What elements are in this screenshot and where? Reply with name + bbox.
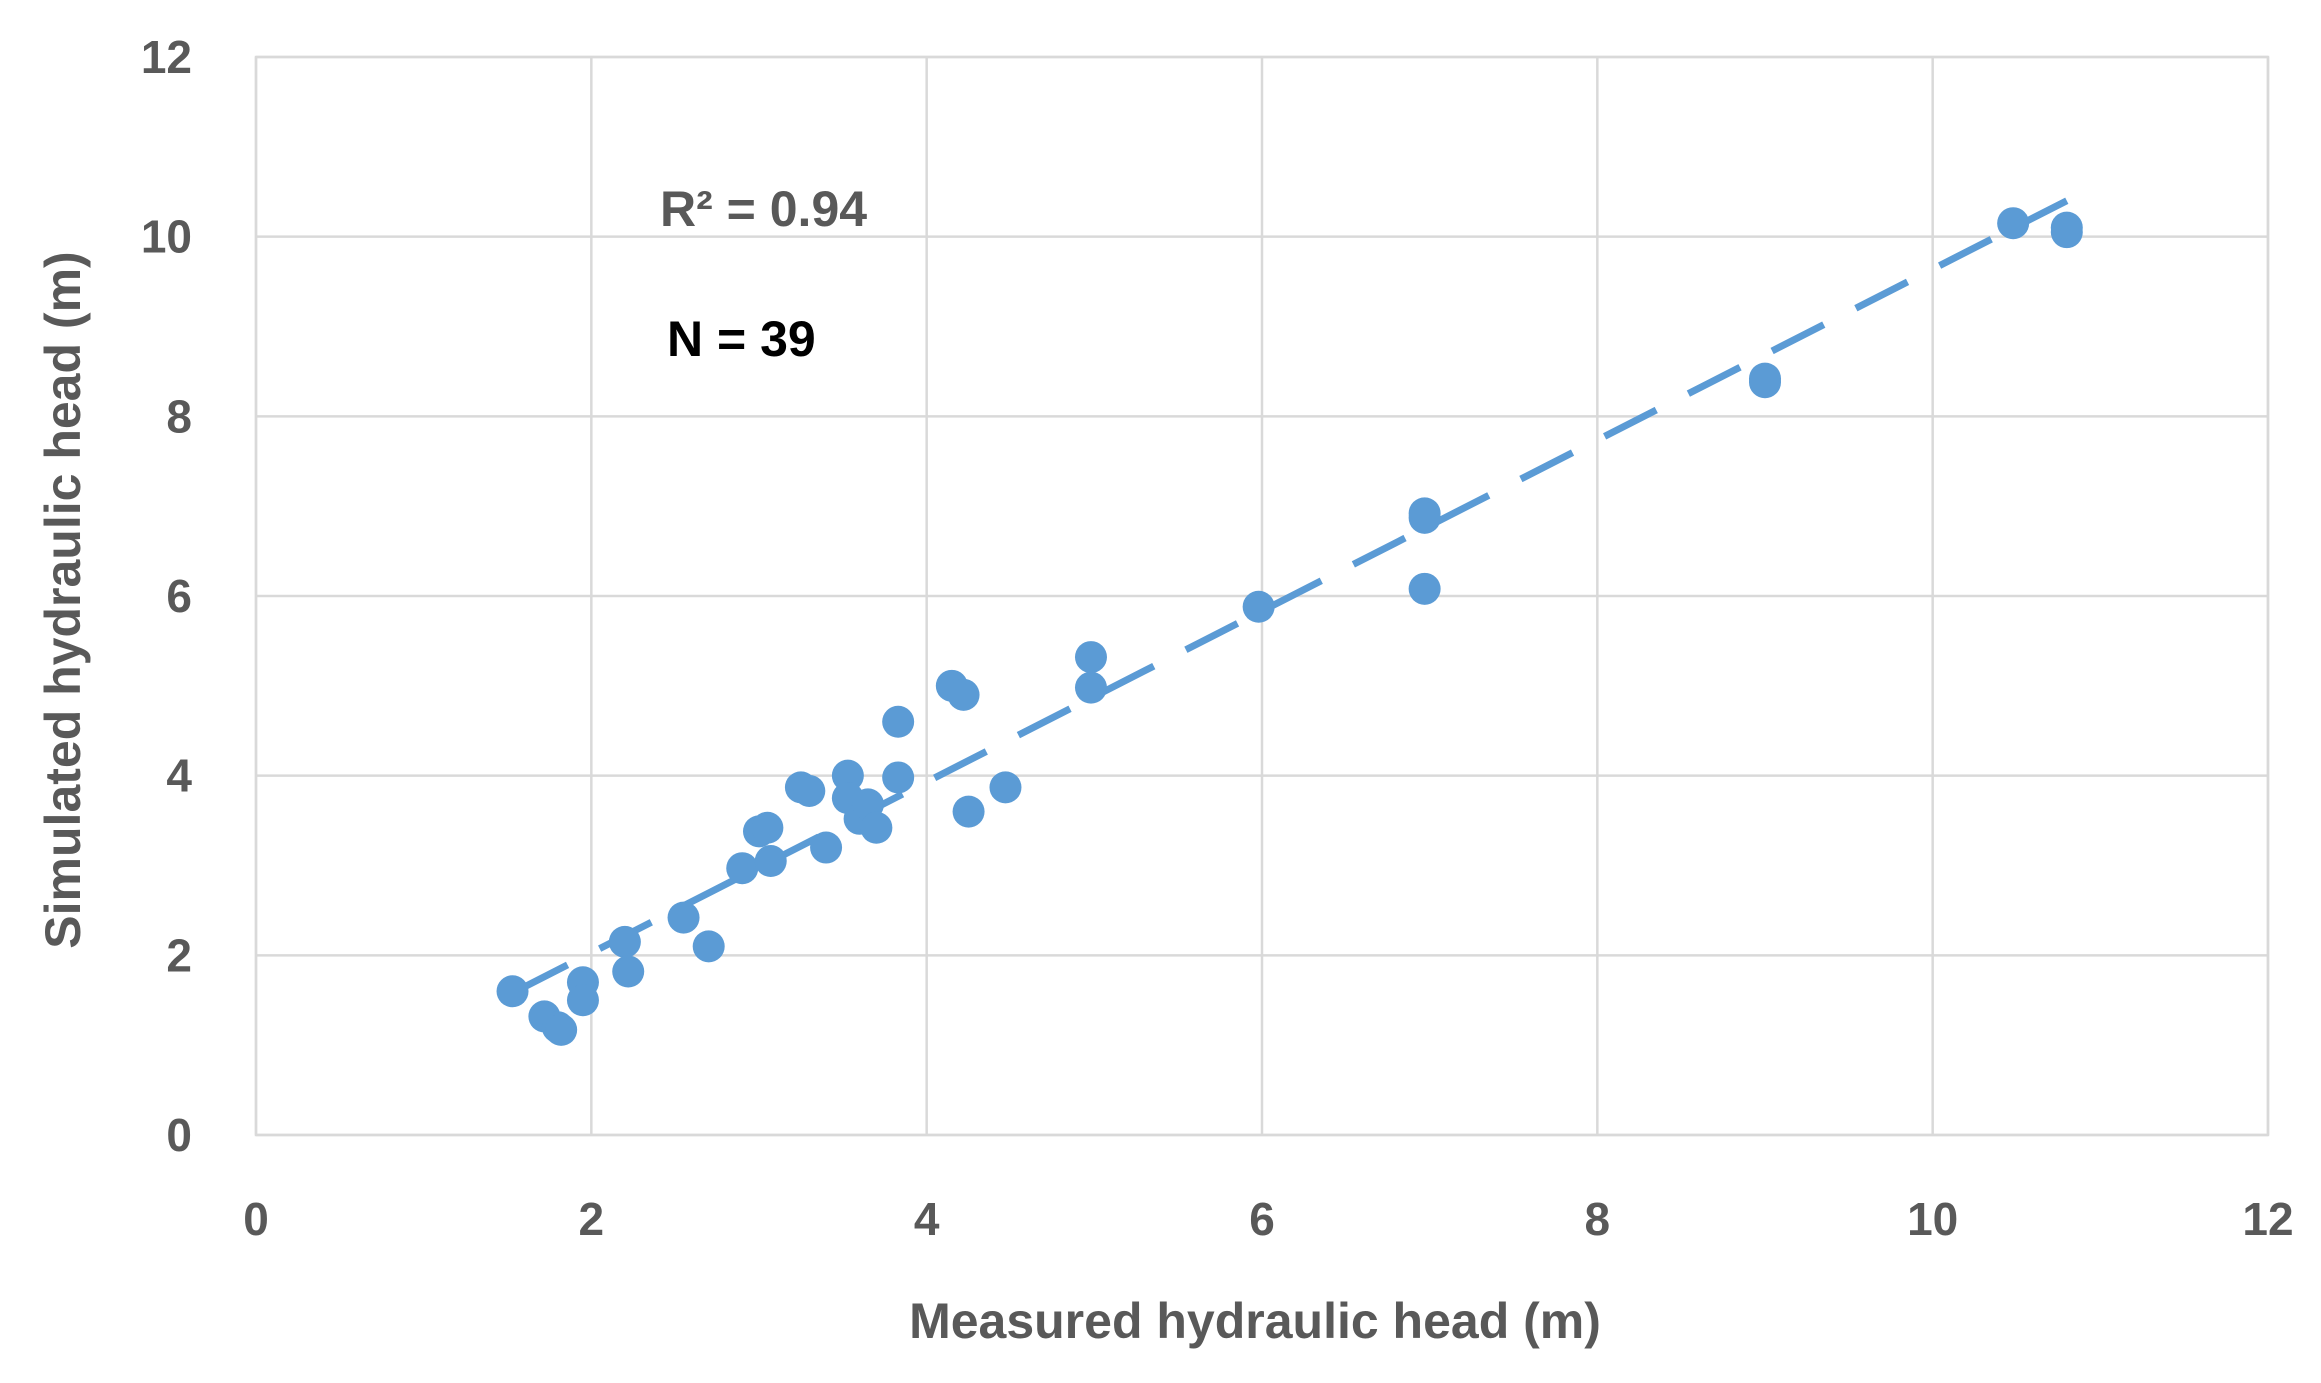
y-tick-label: 6 — [166, 570, 192, 622]
x-tick-label: 10 — [1907, 1193, 1958, 1245]
grid — [254, 55, 2270, 1137]
y-axis-title: Simulated hydraulic head (m) — [35, 251, 91, 948]
y-axis-ticks: 0 2 4 6 8 10 12 — [141, 31, 193, 1161]
r-squared-annotation: R² = 0.94 — [660, 181, 867, 237]
x-axis-title: Measured hydraulic head (m) — [909, 1293, 1601, 1349]
data-point — [989, 771, 1022, 804]
data-point — [566, 984, 599, 1017]
x-tick-label: 0 — [243, 1193, 269, 1245]
x-tick-label: 2 — [579, 1193, 605, 1245]
data-point — [608, 925, 641, 958]
data-point — [1408, 572, 1441, 605]
data-point — [1074, 641, 1107, 674]
data-point — [1074, 671, 1107, 704]
data-point — [831, 759, 864, 792]
data-point — [882, 761, 915, 794]
y-tick-label: 12 — [141, 31, 192, 83]
y-tick-label: 10 — [141, 211, 192, 263]
y-tick-label: 0 — [166, 1109, 192, 1161]
x-axis-ticks: 0 2 4 6 8 10 12 — [243, 1193, 2293, 1245]
data-point — [1749, 366, 1781, 399]
data-point — [667, 901, 700, 934]
x-tick-label: 6 — [1249, 1193, 1275, 1245]
data-point — [793, 774, 826, 807]
data-point — [810, 831, 843, 864]
y-tick-label: 4 — [166, 750, 192, 802]
x-tick-label: 8 — [1585, 1193, 1611, 1245]
y-tick-label: 2 — [166, 929, 192, 981]
data-points — [496, 207, 2083, 1046]
sample-count-annotation: N = 39 — [667, 311, 816, 367]
data-point — [1242, 590, 1275, 623]
data-point — [612, 955, 645, 988]
data-point — [882, 705, 915, 738]
x-tick-label: 4 — [914, 1193, 940, 1245]
x-tick-label: 12 — [2242, 1193, 2293, 1245]
plot-area-border — [254, 55, 2270, 1137]
data-point — [1408, 501, 1441, 534]
data-point — [726, 852, 759, 885]
data-point — [692, 930, 725, 963]
data-point — [860, 811, 893, 844]
data-point — [952, 795, 985, 828]
data-point — [545, 1013, 578, 1046]
data-point — [947, 678, 980, 711]
data-point — [2050, 216, 2083, 249]
data-point — [754, 845, 787, 878]
data-point — [496, 975, 529, 1008]
data-point — [751, 811, 784, 844]
data-point — [1997, 207, 2030, 240]
y-tick-label: 8 — [166, 390, 192, 442]
